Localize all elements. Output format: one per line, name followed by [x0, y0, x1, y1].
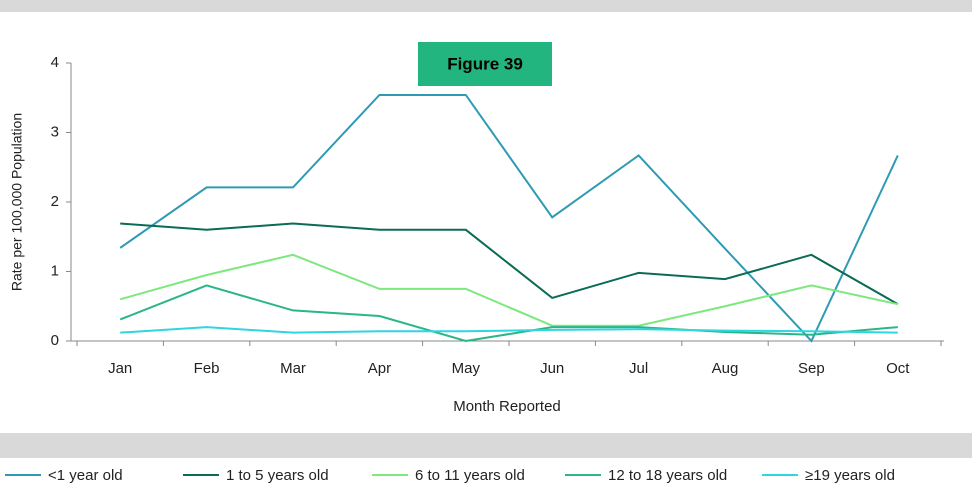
x-axis-label: Month Reported — [453, 398, 561, 415]
x-tick-label: Apr — [368, 360, 391, 377]
x-tick-label: Jul — [629, 360, 648, 377]
legend-label: 1 to 5 years old — [226, 467, 329, 484]
x-tick-label: Aug — [712, 360, 739, 377]
series-line — [119, 93, 899, 343]
y-axis-label: Rate per 100,000 Population — [9, 113, 25, 291]
separator-band — [0, 433, 972, 458]
annotation-box — [418, 42, 552, 86]
y-tick-label: 1 — [51, 262, 59, 279]
annotation: Figure 39 — [447, 54, 523, 73]
legend-label: ≥19 years old — [805, 467, 895, 484]
y-tick-label: 2 — [51, 193, 59, 210]
legend-label: <1 year old — [48, 467, 123, 484]
legend-label: 6 to 11 years old — [415, 467, 525, 484]
x-tick-label: Jan — [108, 360, 132, 377]
series-line — [120, 222, 899, 306]
y-tick-label: 4 — [51, 54, 59, 71]
x-tick-label: Oct — [886, 360, 910, 377]
top-band — [0, 0, 972, 12]
x-tick-label: Feb — [194, 360, 220, 377]
series-line — [119, 253, 899, 327]
series-line — [119, 284, 898, 343]
x-tick-label: Mar — [280, 360, 306, 377]
series-line — [120, 326, 898, 334]
x-tick-label: May — [452, 360, 481, 377]
legend-label: 12 to 18 years old — [608, 467, 727, 484]
y-tick-label: 0 — [51, 332, 59, 349]
x-tick-label: Jun — [540, 360, 564, 377]
y-tick-label: 3 — [51, 123, 59, 140]
x-tick-label: Sep — [798, 360, 825, 377]
